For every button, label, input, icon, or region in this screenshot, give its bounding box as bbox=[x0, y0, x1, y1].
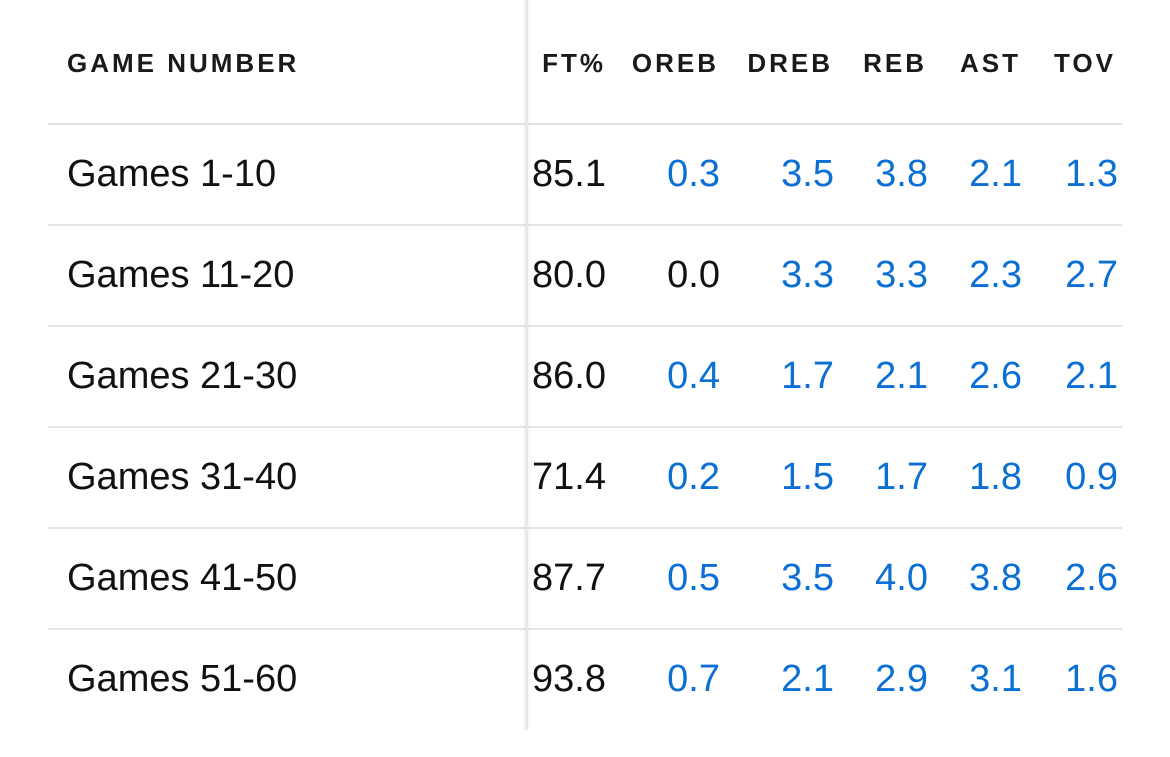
cell-reb[interactable]: 1.7 bbox=[875, 456, 928, 498]
cell-dreb[interactable]: 2.1 bbox=[781, 658, 834, 700]
cell-dreb[interactable]: 1.7 bbox=[781, 355, 834, 397]
cell-ft-pct: 87.7 bbox=[532, 557, 606, 599]
cell-reb[interactable]: 2.1 bbox=[875, 355, 928, 397]
cell-ast[interactable]: 1.8 bbox=[969, 456, 1022, 498]
cell-oreb[interactable]: 0.5 bbox=[667, 557, 720, 599]
table-row: Games 21-30 86.0 0.4 1.7 2.1 2.6 2.1 bbox=[48, 327, 1122, 428]
stats-table: GAME NUMBER FT% OREB DREB REB AST TOV Ga… bbox=[48, 0, 1122, 733]
cell-ft-pct: 71.4 bbox=[532, 456, 606, 498]
cell-ft-pct: 80.0 bbox=[532, 254, 606, 296]
cell-tov[interactable]: 1.6 bbox=[1065, 658, 1118, 700]
cell-reb[interactable]: 3.3 bbox=[875, 254, 928, 296]
row-label: Games 51-60 bbox=[67, 658, 298, 700]
cell-tov[interactable]: 2.6 bbox=[1065, 557, 1118, 599]
header-ft-pct[interactable]: FT% bbox=[542, 48, 606, 78]
header-game-number[interactable]: GAME NUMBER bbox=[67, 48, 300, 78]
table-row: Games 31-40 71.4 0.2 1.5 1.7 1.8 0.9 bbox=[48, 428, 1122, 529]
cell-tov[interactable]: 1.3 bbox=[1065, 153, 1118, 195]
cell-ft-pct: 85.1 bbox=[532, 153, 606, 195]
header-oreb[interactable]: OREB bbox=[631, 48, 719, 78]
cell-dreb[interactable]: 1.5 bbox=[781, 456, 834, 498]
sticky-column-divider bbox=[526, 0, 528, 730]
cell-reb[interactable]: 4.0 bbox=[875, 557, 928, 599]
cell-tov[interactable]: 2.7 bbox=[1065, 254, 1118, 296]
cell-dreb[interactable]: 3.5 bbox=[781, 557, 834, 599]
row-label: Games 11-20 bbox=[67, 254, 295, 296]
row-label: Games 41-50 bbox=[67, 557, 298, 599]
cell-tov[interactable]: 2.1 bbox=[1065, 355, 1118, 397]
cell-ast[interactable]: 3.1 bbox=[969, 658, 1022, 700]
cell-oreb: 0.0 bbox=[667, 254, 720, 296]
cell-oreb[interactable]: 0.7 bbox=[667, 658, 720, 700]
table-row: Games 1-10 85.1 0.3 3.5 3.8 2.1 1.3 bbox=[48, 125, 1122, 226]
cell-dreb[interactable]: 3.3 bbox=[781, 254, 834, 296]
header-tov[interactable]: TOV bbox=[1054, 48, 1116, 78]
sticky-column-shadow bbox=[524, 0, 532, 730]
table-row: Games 11-20 80.0 0.0 3.3 3.3 2.3 2.7 bbox=[48, 226, 1122, 327]
cell-oreb[interactable]: 0.3 bbox=[667, 153, 720, 195]
cell-dreb[interactable]: 3.5 bbox=[781, 153, 834, 195]
header-dreb[interactable]: DREB bbox=[747, 48, 833, 78]
table-row: Games 51-60 93.8 0.7 2.1 2.9 3.1 1.6 bbox=[48, 630, 1122, 731]
row-label: Games 1-10 bbox=[67, 153, 277, 195]
cell-ft-pct: 93.8 bbox=[532, 658, 606, 700]
row-label: Games 31-40 bbox=[67, 456, 298, 498]
cell-ast[interactable]: 2.3 bbox=[969, 254, 1022, 296]
header-ast[interactable]: AST bbox=[960, 48, 1021, 78]
cell-ast[interactable]: 2.1 bbox=[969, 153, 1022, 195]
cell-ft-pct: 86.0 bbox=[532, 355, 606, 397]
cell-reb[interactable]: 3.8 bbox=[875, 153, 928, 195]
cell-ast[interactable]: 3.8 bbox=[969, 557, 1022, 599]
table-header-row: GAME NUMBER FT% OREB DREB REB AST TOV bbox=[48, 0, 1122, 125]
cell-ast[interactable]: 2.6 bbox=[969, 355, 1022, 397]
header-reb[interactable]: REB bbox=[863, 48, 927, 78]
cell-tov[interactable]: 0.9 bbox=[1065, 456, 1118, 498]
row-label: Games 21-30 bbox=[67, 355, 298, 397]
cell-oreb[interactable]: 0.4 bbox=[667, 355, 720, 397]
cell-oreb[interactable]: 0.2 bbox=[667, 456, 720, 498]
cell-reb[interactable]: 2.9 bbox=[875, 658, 928, 700]
table-row: Games 41-50 87.7 0.5 3.5 4.0 3.8 2.6 bbox=[48, 529, 1122, 630]
